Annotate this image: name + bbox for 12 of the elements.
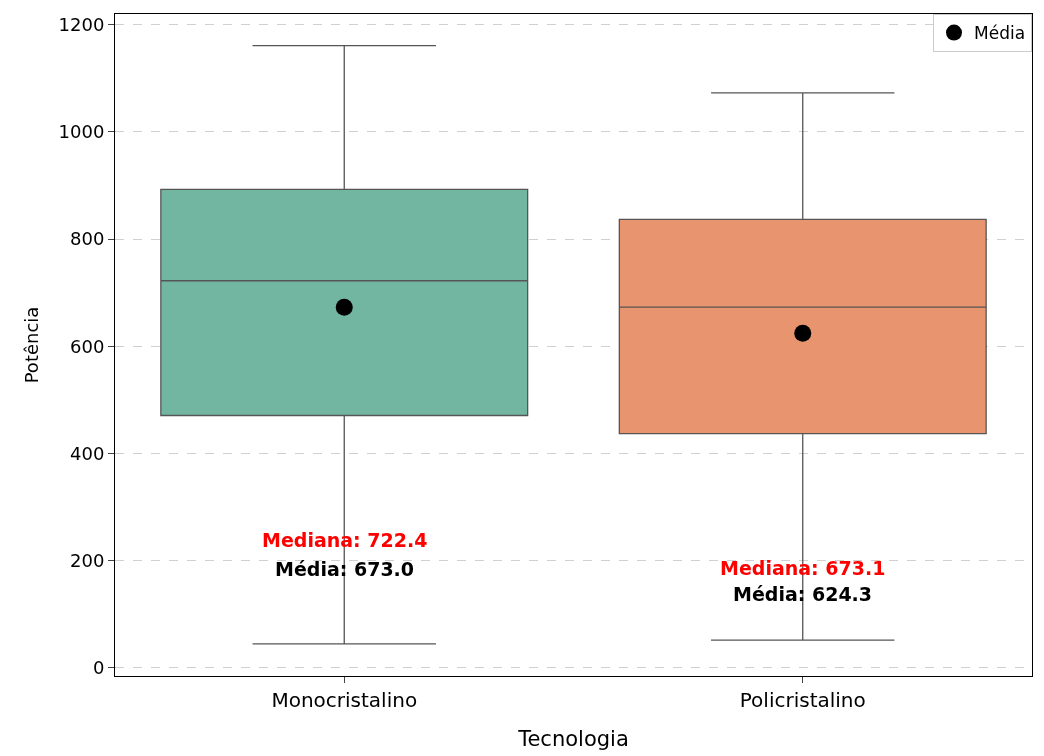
x-tick-label: Policristalino (739, 688, 866, 712)
y-tick-label: 1200 (58, 14, 105, 36)
x-axis-title: Tecnologia (517, 727, 629, 752)
x-tick-label: Monocristalino (271, 688, 418, 712)
y-tick-label: 800 (70, 228, 105, 250)
legend-label: Média (974, 23, 1026, 44)
y-axis-title: Potência (20, 306, 42, 384)
y-tick-label: 600 (70, 335, 105, 357)
y-tick-label: 0 (92, 657, 105, 679)
y-tick-label: 400 (70, 442, 105, 464)
y-tick-label: 1000 (58, 121, 105, 143)
y-tick-label: 200 (70, 550, 105, 572)
